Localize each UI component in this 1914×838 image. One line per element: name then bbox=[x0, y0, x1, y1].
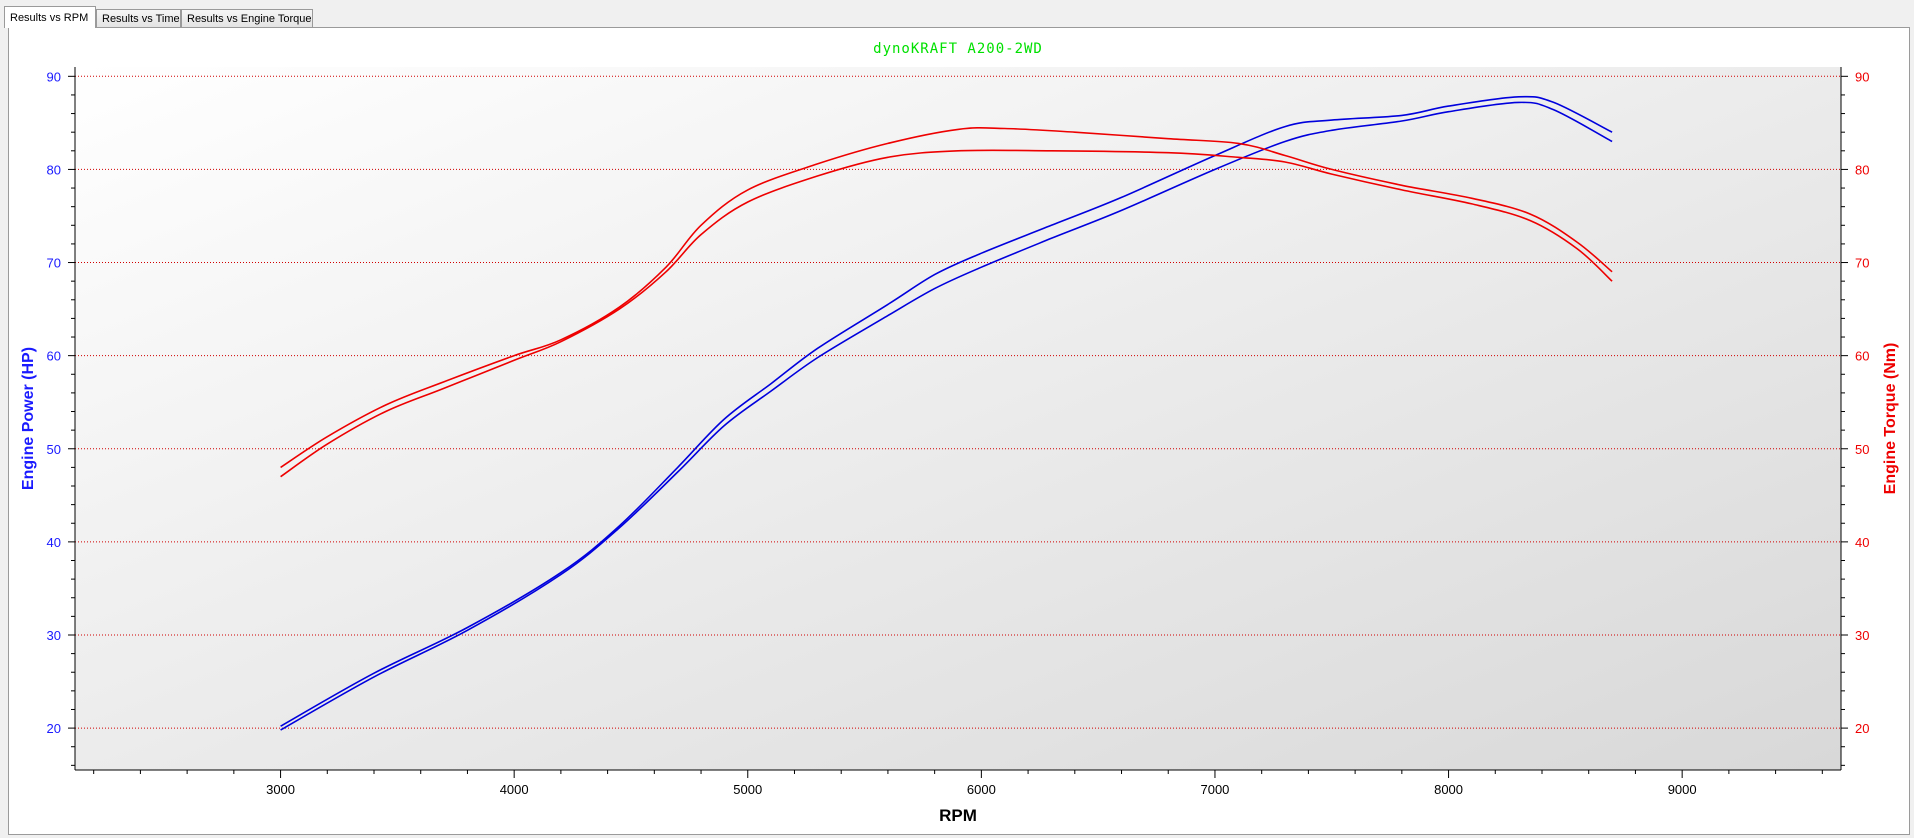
left-tick-label: 30 bbox=[47, 628, 61, 643]
tab-results-vs-rpm[interactable]: Results vs RPM bbox=[4, 6, 96, 28]
left-tick-label: 90 bbox=[47, 69, 61, 84]
right-tick-label: 30 bbox=[1855, 628, 1869, 643]
right-axis-ticks: 20 30 40 50 60 70 80 90 bbox=[1841, 69, 1869, 766]
x-tick-label: 4000 bbox=[500, 782, 529, 797]
right-tick-label: 40 bbox=[1855, 535, 1869, 550]
right-tick-label: 20 bbox=[1855, 721, 1869, 736]
right-tick-label: 50 bbox=[1855, 442, 1869, 457]
x-tick-label: 6000 bbox=[967, 782, 996, 797]
x-tick-label: 9000 bbox=[1668, 782, 1697, 797]
plot-area bbox=[75, 67, 1841, 770]
chart-title: dynoKRAFT A200-2WD bbox=[873, 41, 1043, 57]
left-tick-label: 70 bbox=[47, 256, 61, 271]
left-tick-label: 80 bbox=[47, 162, 61, 177]
tab-results-vs-time[interactable]: Results vs Time bbox=[96, 9, 181, 27]
right-tick-label: 80 bbox=[1855, 162, 1869, 177]
x-tick-label: 3000 bbox=[266, 782, 295, 797]
tab-results-vs-engine-torque[interactable]: Results vs Engine Torque bbox=[181, 9, 313, 27]
left-axis-label: Engine Power (HP) bbox=[20, 347, 37, 490]
power-curve-2 bbox=[280, 95, 1613, 727]
left-tick-label: 50 bbox=[47, 442, 61, 457]
x-tick-label: 5000 bbox=[733, 782, 762, 797]
right-tick-label: 90 bbox=[1855, 69, 1869, 84]
axes bbox=[74, 67, 1842, 771]
x-tick-label: 8000 bbox=[1434, 782, 1463, 797]
torque-curve-3 bbox=[280, 149, 1613, 478]
right-tick-label: 70 bbox=[1855, 256, 1869, 271]
x-axis-label: RPM bbox=[939, 806, 977, 825]
left-axis-ticks: 20 30 40 50 60 70 80 90 bbox=[47, 69, 75, 766]
x-tick-label: 7000 bbox=[1200, 782, 1229, 797]
x-axis-ticks: 3000 4000 5000 6000 7000 8000 9000 bbox=[93, 770, 1823, 797]
left-tick-label: 40 bbox=[47, 535, 61, 550]
left-tick-label: 20 bbox=[47, 721, 61, 736]
right-tick-label: 60 bbox=[1855, 349, 1869, 364]
tab-strip: Results vs RPM Results vs Time Results v… bbox=[0, 0, 1914, 28]
left-tick-label: 60 bbox=[47, 349, 61, 364]
series-lines bbox=[280, 95, 1613, 731]
right-axis-label: Engine Torque (Nm) bbox=[1882, 343, 1899, 495]
power-curve-1 bbox=[280, 101, 1613, 731]
torque-curve-4 bbox=[280, 127, 1613, 469]
